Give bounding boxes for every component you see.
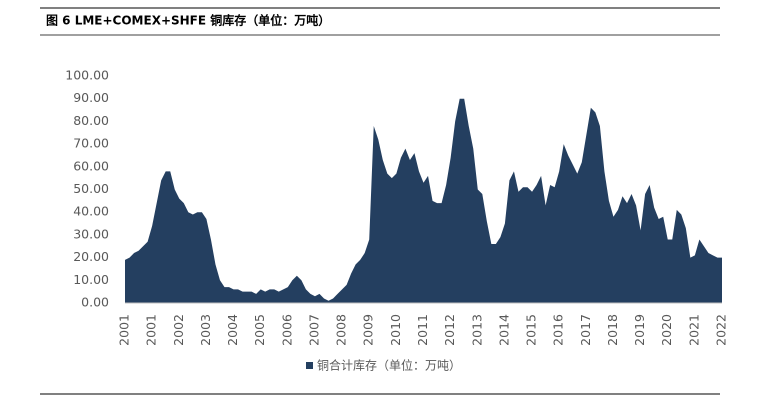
x-tick-label: 2020 xyxy=(659,314,674,346)
x-tick-label: 2017 xyxy=(578,314,593,346)
y-tick-label: 100.00 xyxy=(65,68,109,83)
x-tick-label: 2011 xyxy=(415,314,430,346)
x-tick-label: 2010 xyxy=(388,314,403,346)
x-tick-label: 2021 xyxy=(686,314,701,346)
x-tick-label: 2004 xyxy=(225,314,240,346)
y-tick-label: 60.00 xyxy=(73,158,109,173)
y-tick-label: 50.00 xyxy=(73,181,109,196)
y-tick-label: 0.00 xyxy=(81,295,109,310)
x-tick-label: 2022 xyxy=(714,314,729,346)
x-tick-label: 2012 xyxy=(442,314,457,346)
x-tick-label: 2009 xyxy=(361,314,376,346)
y-tick-label: 70.00 xyxy=(73,136,109,151)
x-tick-label: 2006 xyxy=(279,314,294,346)
chart-title: 图 6 LME+COMEX+SHFE 铜库存（单位：万吨） xyxy=(46,13,330,28)
legend-label: 铜合计库存（单位：万吨） xyxy=(317,358,461,373)
y-tick-label: 40.00 xyxy=(73,204,109,219)
x-tick-label: 2008 xyxy=(334,314,349,346)
x-tick-label: 2002 xyxy=(171,314,186,346)
y-tick-label: 30.00 xyxy=(73,226,109,241)
x-tick-label: 2018 xyxy=(605,314,620,346)
area xyxy=(125,98,722,303)
legend-swatch xyxy=(306,362,313,369)
x-tick-label: 2005 xyxy=(252,314,267,346)
x-tick-label: 2016 xyxy=(551,314,566,346)
x-tick-label: 2007 xyxy=(306,314,321,346)
x-tick-label: 2019 xyxy=(632,314,647,346)
x-tick-label: 2014 xyxy=(496,314,511,346)
y-tick-label: 90.00 xyxy=(73,90,109,105)
y-tick-label: 10.00 xyxy=(73,272,109,287)
x-tick-label: 2015 xyxy=(524,314,539,346)
x-tick-label: 2001 xyxy=(144,314,159,346)
x-tick-label: 2013 xyxy=(469,314,484,346)
y-tick-label: 80.00 xyxy=(73,113,109,128)
y-tick-label: 20.00 xyxy=(73,249,109,264)
x-tick-label: 2003 xyxy=(198,314,213,346)
x-tick-label: 2001 xyxy=(117,314,132,346)
